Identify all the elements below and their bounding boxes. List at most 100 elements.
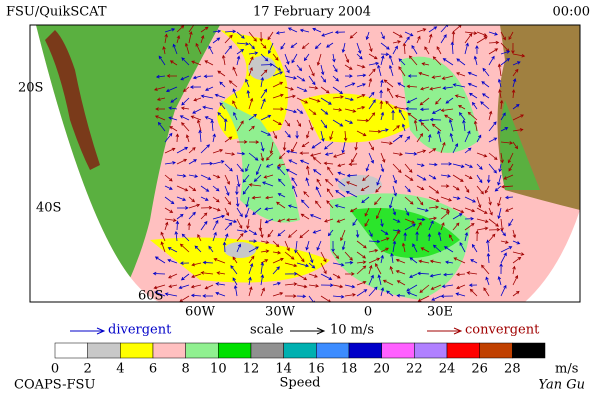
- wind-arrow: [429, 86, 442, 91]
- lon-label: 0: [364, 305, 372, 320]
- wind-arrow: [476, 163, 483, 170]
- wind-arrow: [176, 174, 187, 178]
- wind-arrow: [265, 152, 274, 161]
- wind-arrow: [356, 53, 363, 60]
- wind-arrow: [429, 259, 442, 264]
- wind-arrow: [428, 220, 434, 231]
- wind-arrow: [321, 31, 334, 37]
- wind-arrow: [440, 207, 450, 212]
- wind-arrow: [242, 185, 250, 195]
- wind-arrow: [486, 252, 491, 264]
- wind-arrow: [324, 218, 334, 223]
- wind-arrow: [167, 258, 178, 264]
- wind-arrow: [421, 62, 430, 66]
- wind-arrow: [290, 42, 298, 48]
- wind-arrow: [486, 239, 490, 253]
- wind-arrow: [464, 222, 475, 231]
- colorbar-label: 26: [471, 362, 488, 377]
- wind-arrow: [260, 62, 274, 67]
- wind-arrow: [277, 163, 286, 167]
- wind-arrow: [299, 159, 310, 165]
- wind-arrow: [164, 207, 174, 213]
- wind-arrow: [344, 251, 353, 261]
- wind-arrow: [377, 274, 382, 286]
- wind-arrow: [212, 196, 220, 203]
- wind-arrow: [314, 42, 322, 50]
- wind-arrow: [368, 264, 373, 275]
- wind-arrow: [312, 156, 322, 165]
- wind-arrow: [236, 207, 243, 218]
- wind-arrow: [468, 283, 478, 287]
- wind-arrow: [262, 181, 274, 187]
- colorbar-unit: m/s: [555, 362, 578, 377]
- wind-arrow: [332, 251, 340, 259]
- wind-arrow: [435, 97, 442, 105]
- wind-arrow: [267, 31, 274, 41]
- wind-arrow: [464, 147, 472, 154]
- wind-arrow: [204, 60, 214, 66]
- wind-arrow: [260, 42, 267, 49]
- wind-arrow: [320, 283, 334, 287]
- wind-arrow: [500, 58, 510, 66]
- wind-arrow: [394, 94, 406, 99]
- wind-arrow: [284, 130, 291, 138]
- wind-arrow: [429, 273, 442, 278]
- wind-arrow: [212, 160, 225, 165]
- colorbar-swatch: [479, 342, 513, 359]
- wind-arrow: [275, 31, 286, 35]
- wind-arrow: [512, 251, 525, 256]
- wind-arrow: [416, 174, 427, 181]
- wind-arrow: [332, 273, 341, 279]
- wind-arrow: [175, 220, 180, 231]
- wind-arrow: [427, 233, 432, 242]
- wind-arrow: [337, 171, 346, 176]
- wind-arrow: [344, 74, 353, 78]
- wind-arrow: [344, 82, 356, 88]
- wind-arrow: [260, 259, 269, 264]
- wind-arrow: [417, 295, 430, 302]
- wind-arrow: [284, 75, 297, 80]
- wind-arrow: [440, 294, 454, 299]
- wind-arrow: [176, 196, 187, 201]
- wind-arrow: [497, 196, 502, 207]
- wind-arrow: [248, 263, 254, 275]
- wind-arrow: [248, 66, 253, 77]
- wind-arrow: [456, 58, 466, 66]
- wind-arrow: [468, 92, 478, 99]
- wind-arrow: [420, 86, 430, 91]
- wind-arrow: [248, 97, 254, 110]
- wind-arrow: [200, 161, 214, 166]
- wind-arrow: [224, 174, 230, 185]
- wind-arrow: [354, 141, 358, 151]
- wind-arrow: [260, 53, 269, 62]
- wind-arrow: [236, 243, 242, 253]
- wind-arrow: [245, 78, 250, 88]
- wind-arrow: [332, 75, 339, 82]
- wind-arrow: [230, 265, 238, 275]
- colorbar-label: 8: [182, 362, 190, 377]
- zone: [224, 242, 256, 258]
- wind-vectors: [152, 25, 526, 302]
- wind-arrow: [202, 105, 214, 110]
- wind-arrow: [208, 245, 214, 253]
- wind-arrow: [153, 284, 166, 290]
- wind-arrow: [488, 48, 499, 55]
- wind-arrow: [452, 213, 463, 220]
- wind-arrow: [223, 118, 228, 132]
- wind-arrow: [263, 174, 274, 179]
- wind-arrow: [179, 243, 190, 253]
- wind-arrow: [443, 272, 454, 277]
- wind-arrow: [192, 75, 202, 80]
- wind-arrow: [484, 185, 490, 194]
- wind-arrow: [497, 276, 502, 286]
- wind-arrow: [282, 141, 287, 152]
- wind-arrow: [467, 82, 478, 88]
- wind-arrow: [440, 108, 454, 113]
- wind-arrow: [356, 280, 367, 286]
- wind-arrow: [236, 31, 245, 39]
- wind-arrow: [488, 218, 499, 227]
- wind-arrow: [312, 229, 322, 234]
- wind-arrow: [277, 193, 286, 198]
- wind-arrow: [305, 130, 310, 139]
- wind-arrow: [497, 63, 502, 77]
